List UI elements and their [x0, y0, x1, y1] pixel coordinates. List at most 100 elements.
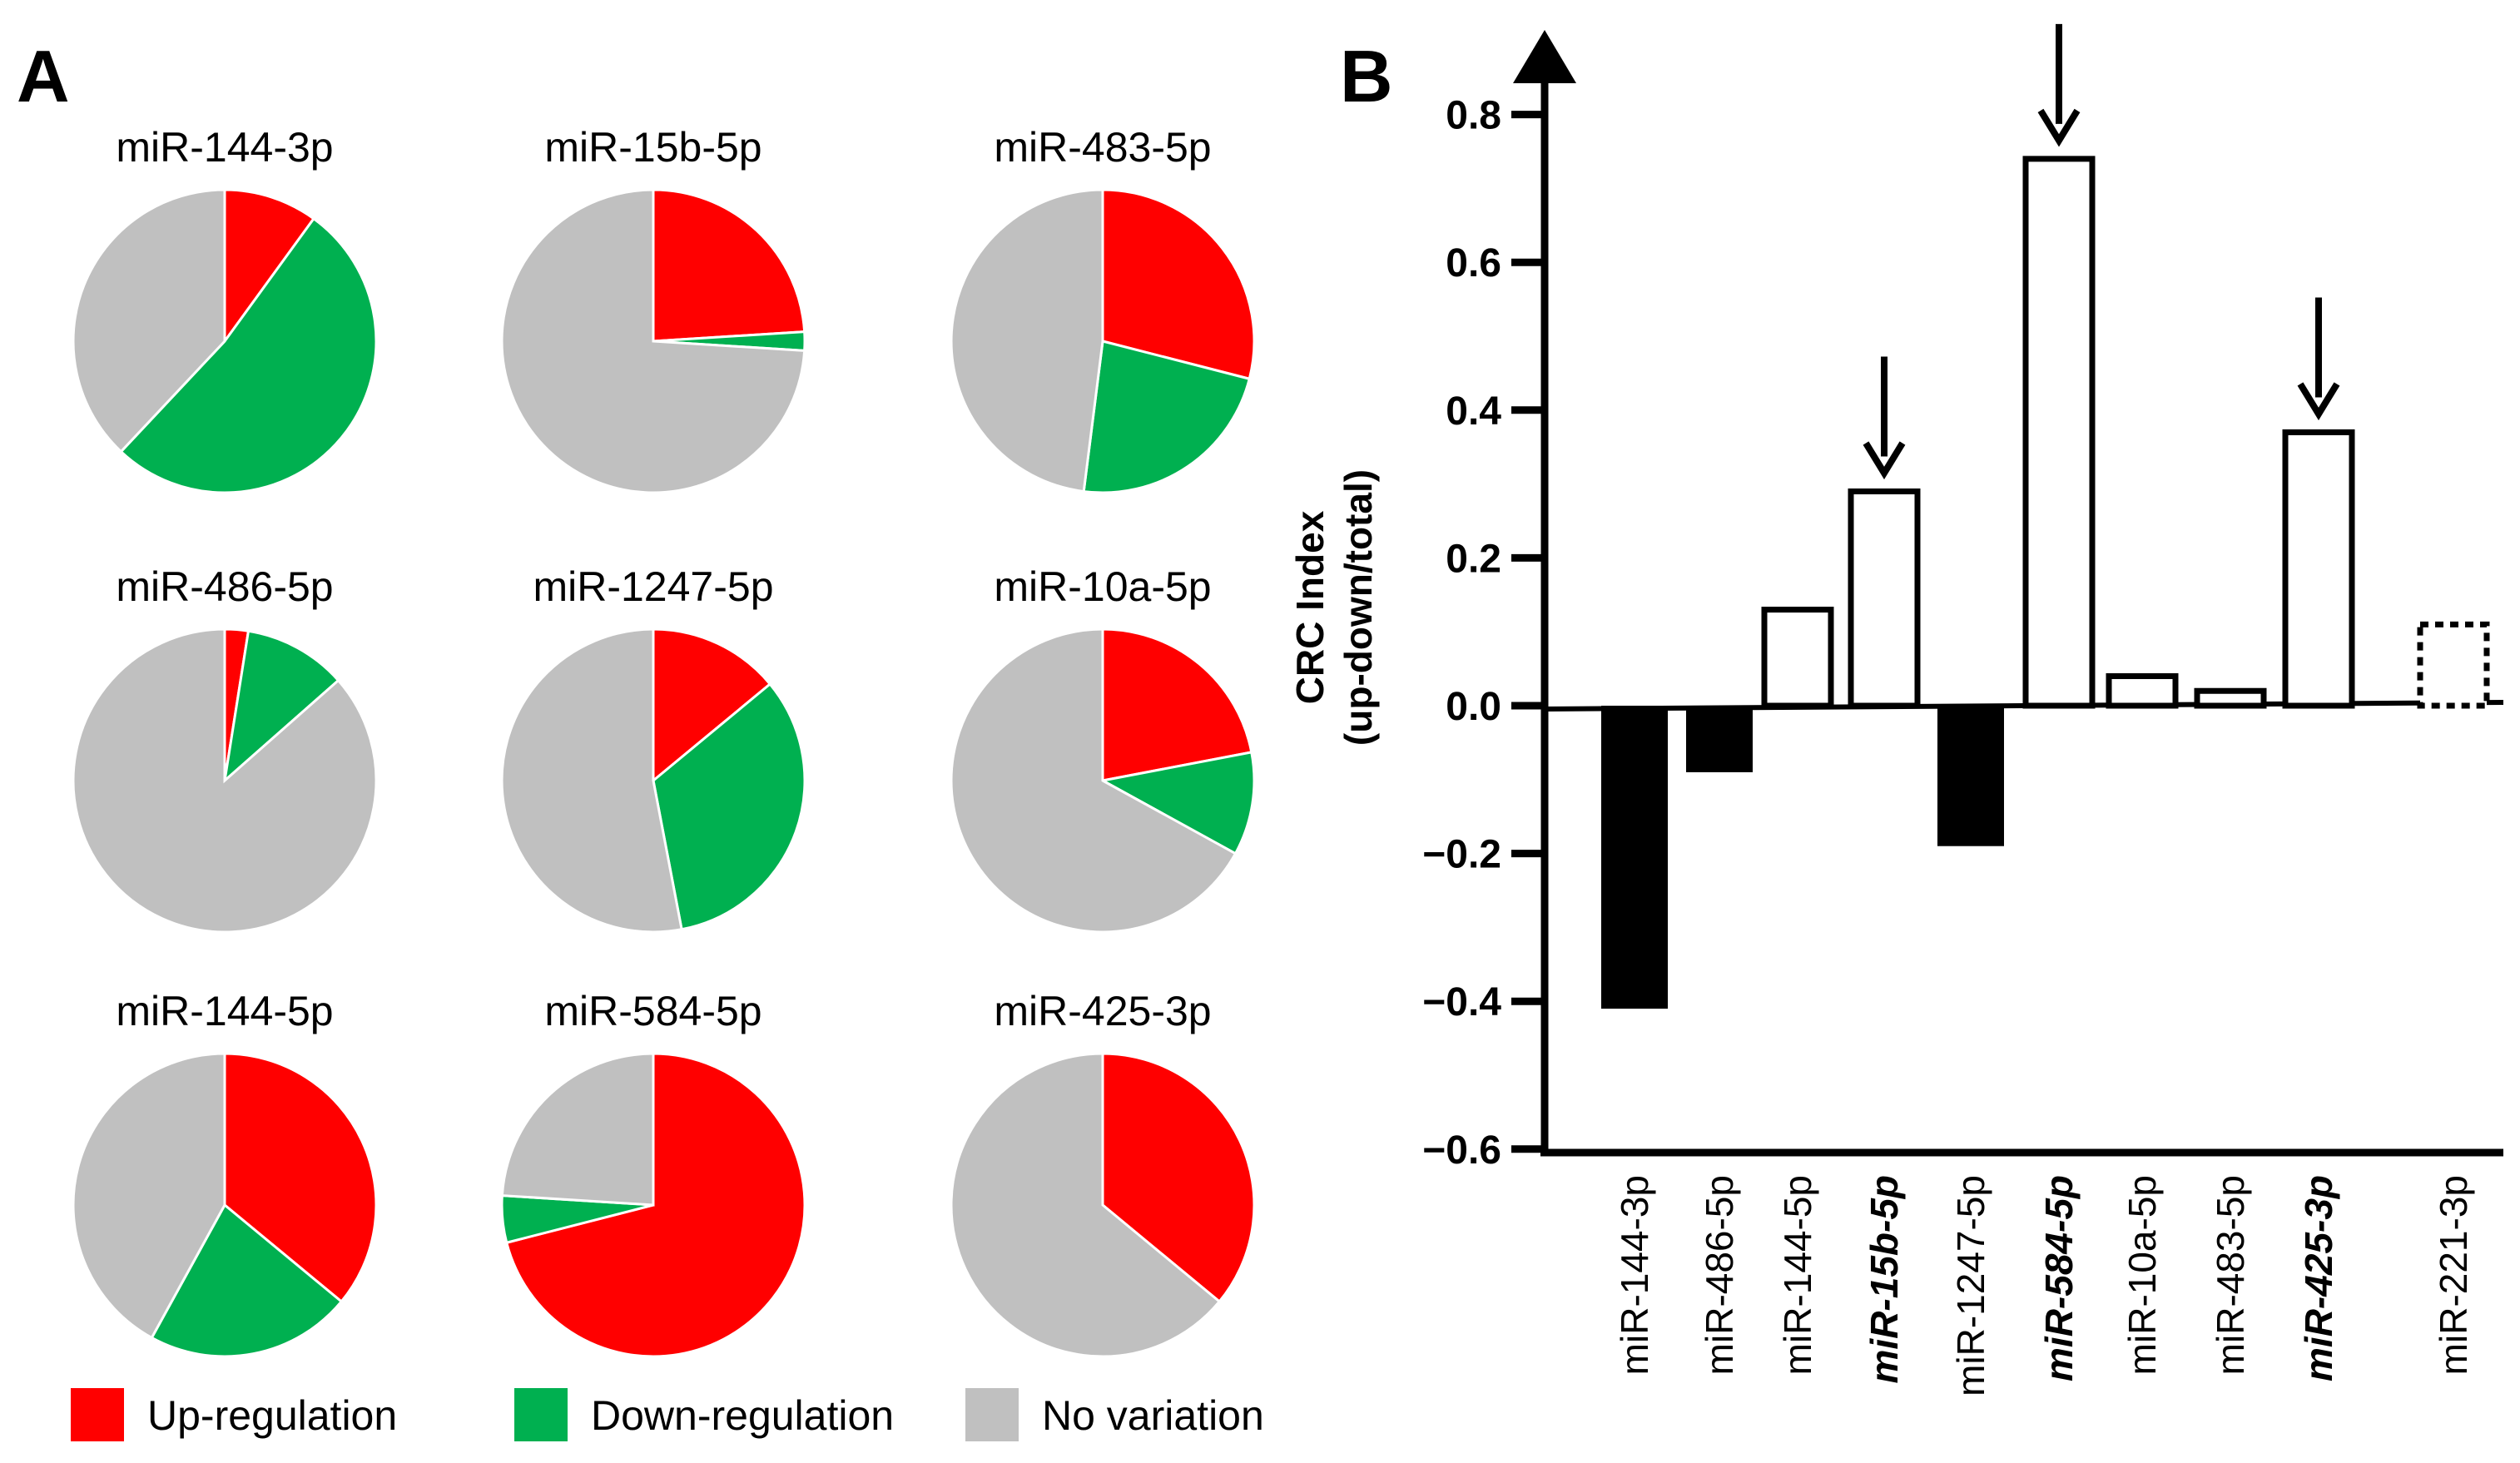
pie-mir-486-5p: miR-486-5p: [72, 563, 378, 934]
bar-mir-1247-5p: miR-1247-5p: [1937, 706, 2004, 1396]
y-tick-label: −0.4: [1422, 980, 1501, 1024]
y-axis-title: CRC Index: [1288, 510, 1332, 704]
legend-label-none: No variation: [1042, 1392, 1264, 1439]
pie-title: miR-486-5p: [116, 563, 333, 610]
pie-slice-up: [1101, 188, 1256, 381]
pie-slice-up: [652, 188, 806, 343]
bar-rect: [2106, 672, 2179, 709]
bar-mir-221-3p: miR-221-3p: [2417, 621, 2490, 1375]
pie-slice-none: [500, 627, 683, 934]
y-tick-label: 0.6: [1446, 241, 1501, 285]
bar-mir-486-5p: miR-486-5p: [1686, 706, 1753, 1375]
pie-slice-down: [150, 1203, 344, 1358]
pie-slice-none: [950, 627, 1238, 934]
bar-rect: [1761, 607, 1834, 709]
y-tick-label: 0.0: [1446, 685, 1501, 729]
pie-title: miR-483-5p: [994, 124, 1211, 171]
pie-title: miR-584-5p: [544, 988, 761, 1034]
bar-mir-483-5p: miR-483-5p: [2194, 687, 2267, 1375]
y-tick-label: −0.2: [1422, 833, 1501, 877]
y-axis-title-line2: (up-down/total): [1337, 469, 1380, 746]
pie-slice-down: [119, 216, 378, 494]
pie-title: miR-144-5p: [116, 988, 333, 1034]
y-tick-label: 0.8: [1446, 94, 1501, 138]
bar-mir-584-5p: miR-584-5p: [2022, 23, 2096, 1381]
bar-rect: [1601, 706, 1668, 1009]
arrow-head: [2037, 108, 2081, 147]
x-tick-label: miR-144-3p: [1613, 1175, 1656, 1375]
arrow-head: [2297, 382, 2340, 421]
x-tick-label: miR-221-3p: [2432, 1175, 2475, 1375]
arrow-head: [1863, 441, 1906, 480]
pie-slice-up: [1101, 627, 1253, 782]
pie-title: miR-1247-5p: [533, 563, 773, 610]
pie-slice-down: [1082, 340, 1252, 494]
pie-slice-up: [504, 1052, 806, 1358]
pie-title: miR-15b-5p: [544, 124, 761, 171]
bar-mir-144-5p: miR-144-5p: [1761, 607, 1834, 1375]
pie-legend: Up-regulation Down-regulation No variation: [71, 1388, 1264, 1441]
bar-mir-15b-5p: miR-15b-5p: [1848, 356, 1921, 1383]
pie-slice-none: [72, 1052, 226, 1340]
x-tick-label: miR-10a-5p: [2121, 1175, 2164, 1375]
x-tick-label: miR-584-5p: [2037, 1175, 2081, 1381]
pie-mir-144-3p: miR-144-3p: [72, 124, 378, 494]
pie-chart-panel: miR-144-3p miR-15b-5p miR-483-5p miR-486-5p…: [72, 124, 1256, 1358]
pie-slice-up: [652, 627, 772, 784]
legend-swatch-up: [71, 1388, 124, 1441]
bar-chart-panel: 0.8 0.6 0.4 0.2 0.0 −0.2 −0.4 −0.6 CRC Index (up-…: [1288, 23, 2504, 1396]
pie-slice-none: [500, 188, 806, 494]
bar-mir-144-3p: miR-144-3p: [1601, 706, 1668, 1375]
pie-slice-down: [1099, 751, 1256, 855]
pie-title: miR-144-3p: [116, 124, 333, 171]
legend-item-none: No variation: [965, 1388, 1264, 1441]
pie-mir-1247-5p: miR-1247-5p: [500, 563, 806, 934]
pie-slice-up: [223, 1052, 378, 1304]
pie-slice-none: [950, 188, 1104, 493]
pie-mir-425-3p: miR-425-3p: [950, 988, 1256, 1358]
legend-item-up: Up-regulation: [71, 1388, 397, 1441]
bar-rect: [1848, 488, 1921, 709]
pie-mir-584-5p: miR-584-5p: [500, 988, 806, 1358]
panel-label-b: B: [1340, 35, 1393, 117]
pie-slice-up: [1101, 1052, 1256, 1304]
y-tick-label: 0.2: [1446, 537, 1501, 581]
x-tick-label: miR-483-5p: [2209, 1175, 2252, 1375]
bar-mir-10a-5p: miR-10a-5p: [2106, 672, 2179, 1375]
pie-slice-none: [950, 1052, 1222, 1358]
pie-slice-none: [500, 1052, 655, 1207]
x-tick-label: miR-486-5p: [1698, 1175, 1741, 1375]
legend-label-up: Up-regulation: [147, 1392, 397, 1439]
y-tick-label: 0.4: [1446, 389, 1501, 434]
pie-mir-15b-5p: miR-15b-5p: [500, 124, 806, 494]
x-tick-label: miR-15b-5p: [1863, 1175, 1906, 1383]
pie-mir-144-5p: miR-144-5p: [72, 988, 378, 1358]
bar-rect: [2022, 156, 2096, 709]
bar-rect: [1686, 706, 1753, 772]
pie-slice-up: [223, 188, 316, 345]
legend-label-down: Down-regulation: [591, 1392, 894, 1439]
legend-swatch-down: [514, 1388, 568, 1441]
pie-slice-down: [222, 629, 340, 784]
legend-item-down: Down-regulation: [514, 1388, 894, 1441]
bar-mir-425-3p: miR-425-3p: [2282, 297, 2355, 1381]
x-tick-label: miR-1247-5p: [1949, 1175, 1992, 1396]
pie-title: miR-425-3p: [994, 988, 1211, 1034]
y-axis-arrowhead: [1513, 30, 1576, 83]
pie-slice-none: [72, 188, 226, 454]
bar-rect: [1937, 706, 2004, 846]
pie-mir-10a-5p: miR-10a-5p: [950, 563, 1256, 934]
bar-rect: [2282, 429, 2355, 709]
x-tick-label: miR-144-5p: [1776, 1175, 1819, 1375]
panel-label-a: A: [17, 35, 70, 117]
pie-mir-483-5p: miR-483-5p: [950, 124, 1256, 494]
bar-rect: [2194, 687, 2267, 709]
bar-rect: [2417, 621, 2490, 709]
pie-slice-none: [72, 627, 378, 934]
y-tick-label: −0.6: [1422, 1128, 1501, 1173]
pie-title: miR-10a-5p: [994, 563, 1211, 610]
legend-swatch-none: [965, 1388, 1019, 1441]
x-tick-label: miR-425-3p: [2297, 1175, 2340, 1381]
pie-slice-down: [652, 682, 806, 931]
